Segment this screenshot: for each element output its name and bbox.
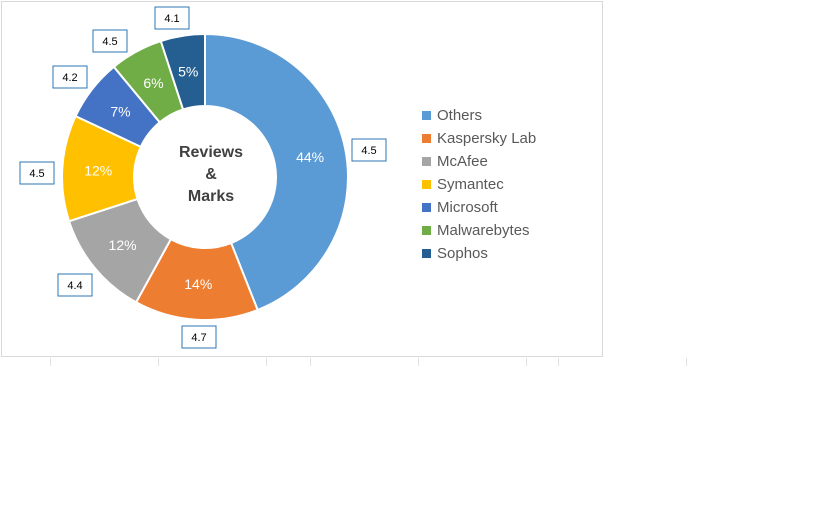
- chart-center-title: Reviews & Marks: [163, 142, 259, 208]
- legend-swatch: [422, 157, 431, 166]
- sheet-gridline: [158, 358, 159, 366]
- slice-percent-label: 5%: [178, 63, 198, 79]
- rating-value-label: 4.2: [62, 72, 77, 84]
- center-title-line-3: Marks: [187, 188, 235, 205]
- sheet-gridline: [558, 358, 559, 366]
- legend-label: McAfee: [437, 153, 488, 170]
- legend-item-microsoft: Microsoft: [422, 196, 536, 219]
- legend-swatch: [422, 226, 431, 235]
- legend-label: Sophos: [437, 245, 488, 262]
- legend-swatch: [422, 180, 431, 189]
- slice-percent-label: 6%: [143, 75, 163, 91]
- sheet-gridline: [310, 358, 311, 366]
- legend-item-symantec: Symantec: [422, 173, 536, 196]
- rating-box: [181, 325, 217, 349]
- slice-percent-label: 12%: [109, 237, 137, 253]
- sheet-gridline: [526, 358, 527, 366]
- chart-legend: Others Kaspersky Lab McAfee Symantec Mic…: [422, 104, 536, 265]
- rating-box: [52, 65, 88, 89]
- legend-swatch: [422, 111, 431, 120]
- rating-value-label: 4.5: [102, 36, 117, 48]
- rating-box: [92, 29, 128, 53]
- sheet-gridline: [266, 358, 267, 366]
- slice-percent-label: 7%: [110, 103, 130, 119]
- legend-label: Symantec: [437, 176, 504, 193]
- rating-value-label: 4.4: [67, 280, 82, 292]
- center-title-line-1: Reviews: [178, 144, 244, 161]
- rating-box: [154, 6, 190, 30]
- legend-item-others: Others: [422, 104, 536, 127]
- legend-swatch: [422, 134, 431, 143]
- rating-box: [57, 273, 93, 297]
- sheet-gridline: [686, 358, 687, 366]
- sheet-gridline: [50, 358, 51, 366]
- legend-label: Malwarebytes: [437, 222, 530, 239]
- legend-swatch: [422, 249, 431, 258]
- legend-swatch: [422, 203, 431, 212]
- sheet-gridline: [418, 358, 419, 366]
- legend-item-sophos: Sophos: [422, 242, 536, 265]
- slice-percent-label: 12%: [84, 162, 112, 178]
- rating-value-label: 4.5: [29, 168, 44, 180]
- donut-slice-others: [204, 32, 349, 312]
- slice-percent-label: 14%: [184, 276, 212, 292]
- legend-item-mcafee: McAfee: [422, 150, 536, 173]
- legend-item-malwarebytes: Malwarebytes: [422, 219, 536, 242]
- legend-label: Kaspersky Lab: [437, 130, 537, 147]
- legend-label: Others: [437, 107, 483, 124]
- rating-box: [351, 138, 387, 162]
- slice-percent-label: 44%: [296, 149, 324, 165]
- rating-value-label: 4.1: [164, 13, 179, 25]
- rating-box: [19, 161, 55, 185]
- center-title-line-2: &: [205, 166, 217, 183]
- legend-item-kaspersky-lab: Kaspersky Lab: [422, 127, 536, 150]
- donut-slice-sophos: [159, 32, 206, 111]
- rating-value-label: 4.5: [361, 145, 376, 157]
- legend-label: Microsoft: [437, 199, 498, 216]
- rating-value-label: 4.7: [191, 332, 206, 344]
